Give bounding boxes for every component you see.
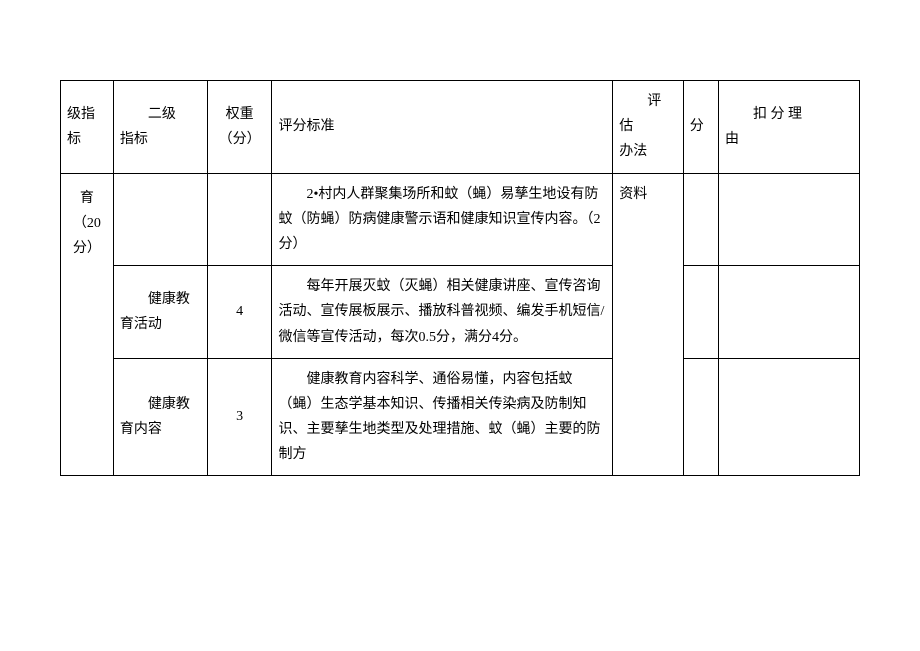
cell-reason: [718, 358, 859, 476]
cell-criteria: 2•村内人群聚集场所和蚊（蝇）易孳生地设有防蚊（防蝇）防病健康警示语和健康知识宣…: [272, 173, 613, 266]
subcategory-text-1: 健康教育活动: [120, 287, 201, 337]
cell-category: 育（20分）: [61, 173, 114, 476]
header-col2-line1: 二级: [120, 102, 201, 127]
header-reason: 扣 分 理 由: [718, 81, 859, 174]
header-col5-line2: 办法: [619, 139, 677, 164]
cell-weight: 3: [207, 358, 272, 476]
cell-weight: [207, 173, 272, 266]
header-col3-line1: 权重: [214, 102, 266, 127]
cell-score: [683, 358, 718, 476]
header-weight: 权重 （分）: [207, 81, 272, 174]
header-col2-line2: 指标: [120, 127, 201, 152]
cell-criteria: 每年开展灭蚊（灭蝇）相关健康讲座、宣传咨询活动、宣传展板展示、播放科普视频、编发…: [272, 266, 613, 359]
header-criteria: 评分标准: [272, 81, 613, 174]
header-level-indicator: 级指标: [61, 81, 114, 174]
table-row: 健康教育活动 4 每年开展灭蚊（灭蝇）相关健康讲座、宣传咨询活动、宣传展板展示、…: [61, 266, 860, 359]
cell-score: [683, 266, 718, 359]
criteria-text-1: 每年开展灭蚊（灭蝇）相关健康讲座、宣传咨询活动、宣传展板展示、播放科普视频、编发…: [278, 274, 606, 350]
header-second-level: 二级 指标: [113, 81, 207, 174]
header-score: 分: [683, 81, 718, 174]
method-text-0: 资料: [619, 187, 647, 202]
criteria-text-2: 健康教育内容科学、通俗易懂，内容包括蚊（蝇）生态学基本知识、传播相关传染病及防制…: [278, 367, 606, 468]
header-col7-line2: 由: [725, 127, 853, 152]
cell-method: 资料: [613, 173, 684, 476]
subcategory-text-2: 健康教育内容: [120, 392, 201, 442]
cell-reason: [718, 173, 859, 266]
table-row: 育（20分） 2•村内人群聚集场所和蚊（蝇）易孳生地设有防蚊（防蝇）防病健康警示…: [61, 173, 860, 266]
cell-subcategory: [113, 173, 207, 266]
header-col5-line1: 评 估: [619, 89, 677, 139]
header-col3-line2: （分）: [214, 127, 266, 152]
cell-reason: [718, 266, 859, 359]
cell-weight: 4: [207, 266, 272, 359]
cell-criteria: 健康教育内容科学、通俗易懂，内容包括蚊（蝇）生态学基本知识、传播相关传染病及防制…: [272, 358, 613, 476]
weight-text-2: 3: [236, 409, 243, 424]
header-col4-text: 评分标准: [278, 119, 334, 134]
header-col1-text: 级指标: [67, 107, 95, 147]
cell-subcategory: 健康教育活动: [113, 266, 207, 359]
cell-score: [683, 173, 718, 266]
criteria-text-0: 2•村内人群聚集场所和蚊（蝇）易孳生地设有防蚊（防蝇）防病健康警示语和健康知识宣…: [278, 182, 606, 258]
evaluation-table: 级指标 二级 指标 权重 （分） 评分标准 评 估 办法 分 扣 分 理 由 育…: [60, 80, 860, 476]
table-row: 健康教育内容 3 健康教育内容科学、通俗易懂，内容包括蚊（蝇）生态学基本知识、传…: [61, 358, 860, 476]
header-col6-text: 分: [690, 119, 704, 134]
weight-text-1: 4: [236, 304, 243, 319]
category-text: 育（20分）: [73, 191, 101, 256]
table-header-row: 级指标 二级 指标 权重 （分） 评分标准 评 估 办法 分 扣 分 理 由: [61, 81, 860, 174]
header-col7-line1: 扣 分 理: [725, 102, 853, 127]
cell-subcategory: 健康教育内容: [113, 358, 207, 476]
header-method: 评 估 办法: [613, 81, 684, 174]
